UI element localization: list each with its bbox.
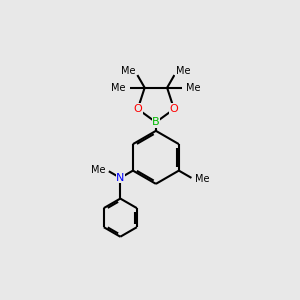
Text: O: O <box>170 104 178 114</box>
Text: Me: Me <box>111 83 126 93</box>
Text: B: B <box>152 117 160 127</box>
Text: Me: Me <box>195 174 209 184</box>
Text: N: N <box>116 173 124 183</box>
Text: Me: Me <box>176 66 190 76</box>
Text: O: O <box>134 104 142 114</box>
Text: Me: Me <box>122 66 136 76</box>
Text: Me: Me <box>92 165 106 175</box>
Text: Me: Me <box>186 83 201 93</box>
